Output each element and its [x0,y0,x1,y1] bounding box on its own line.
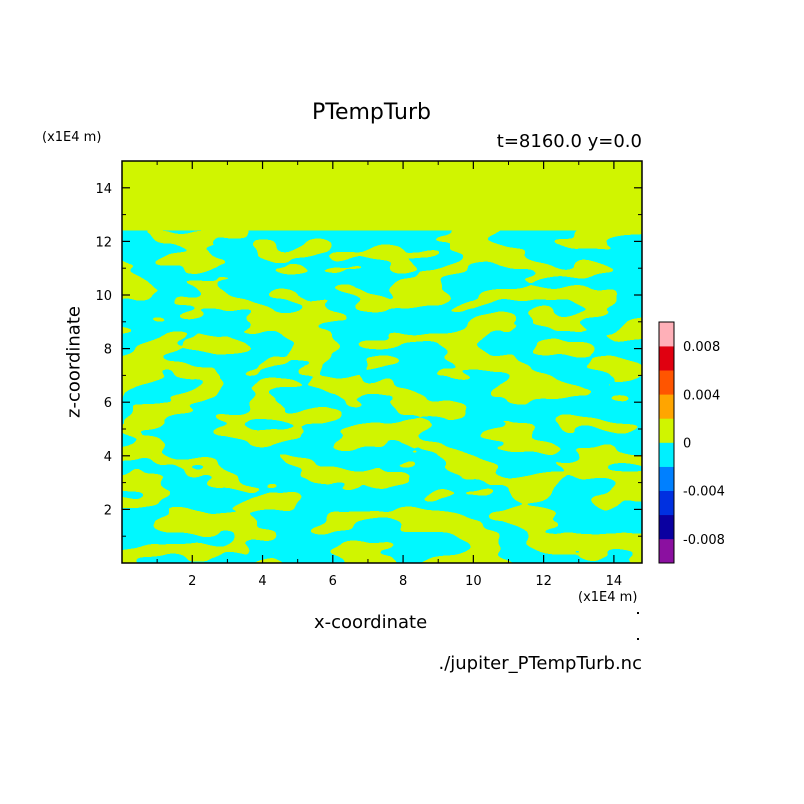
y-axis-unit: (x1E4 m) [42,130,102,145]
x-tick-label: 2 [188,574,196,589]
colorbar-bin [659,490,674,516]
colorbar-frame [658,321,675,564]
y-tick-label: 4 [104,450,112,465]
plot-frame [121,160,643,564]
turbulence-patches [122,230,642,563]
colorbar-bin [659,346,674,371]
colorbar-tick-label: -0.004 [683,485,725,500]
file-path-label: ./jupiter_PTempTurb.nc [438,653,642,674]
y-tick-label: 8 [104,343,112,358]
y-tick-label: 10 [95,289,112,304]
colorbar-tick-label: 0 [683,437,691,452]
colorbar-bin [659,466,674,491]
x-tick-label: 14 [606,574,623,589]
chart-subtitle: t=8160.0 y=0.0 [496,131,642,152]
colorbar-bin [659,418,674,443]
x-tick-label: 12 [535,574,552,589]
colorbar-tick-label: -0.008 [683,533,725,548]
colorbar-bin [659,442,674,467]
colorbar-bin [659,322,674,347]
colorbar-tick-label: 0.008 [683,340,720,355]
y-tick-label: 12 [95,235,112,250]
colorbar: -0.008 -0.004 0 0.004 0.008 [658,321,725,564]
y-tick-label: 2 [104,503,112,518]
chart-title: PTempTurb [312,100,431,125]
x-axis-unit: (x1E4 m) [578,590,638,605]
colorbar-tick-label: 0.004 [683,388,720,403]
marker-dot [637,638,639,640]
y-tick-label: 6 [104,396,112,411]
x-axis-label: x-coordinate [314,612,428,633]
y-tick-label: 14 [95,182,112,197]
x-tick-label: 10 [465,574,482,589]
colorbar-bin [659,514,674,540]
colorbar-bin [659,538,674,564]
field-turbulence [122,230,642,563]
x-tick-label: 6 [329,574,337,589]
x-tick-label: 8 [399,574,407,589]
marker-dot [637,612,639,614]
colorbar-bin [659,370,674,395]
field-plot [122,161,642,563]
x-tick-label: 4 [258,574,266,589]
colorbar-bin [659,394,674,419]
